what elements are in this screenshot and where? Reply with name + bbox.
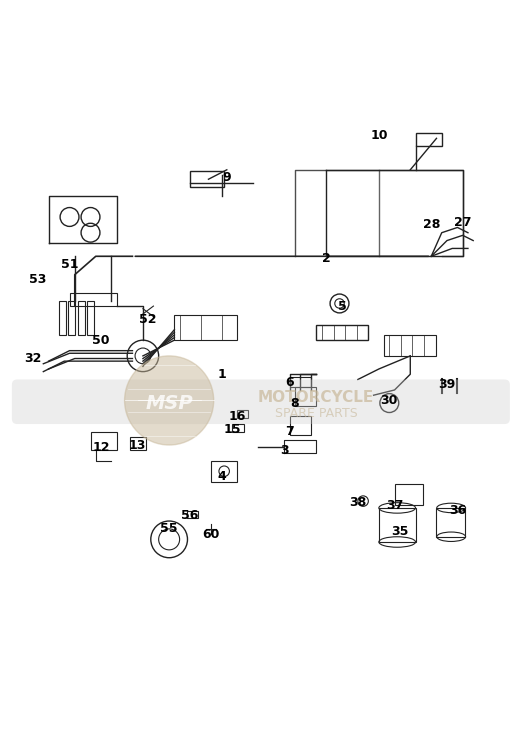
Bar xyxy=(91,432,116,450)
Bar xyxy=(379,508,415,542)
Bar xyxy=(232,424,243,432)
Text: MSP: MSP xyxy=(145,393,193,413)
Bar xyxy=(188,511,198,518)
Text: 1: 1 xyxy=(217,368,226,381)
Bar xyxy=(130,437,145,450)
Text: 39: 39 xyxy=(438,379,456,391)
Text: 28: 28 xyxy=(423,218,440,231)
Text: MOTORCYCLE: MOTORCYCLE xyxy=(258,390,374,405)
Bar xyxy=(78,301,85,335)
Text: 12: 12 xyxy=(92,441,110,454)
FancyBboxPatch shape xyxy=(12,379,510,424)
Text: 53: 53 xyxy=(30,273,47,286)
Text: 51: 51 xyxy=(61,258,79,271)
Text: 30: 30 xyxy=(380,394,398,407)
Bar xyxy=(211,461,237,482)
Bar xyxy=(384,335,436,356)
Text: 36: 36 xyxy=(449,504,466,517)
Text: 3: 3 xyxy=(280,444,289,457)
Bar xyxy=(316,325,368,340)
Bar xyxy=(87,301,94,335)
Text: 8: 8 xyxy=(291,396,299,410)
Text: 35: 35 xyxy=(391,525,408,538)
Text: 38: 38 xyxy=(349,496,366,509)
Text: SPARE PARTS: SPARE PARTS xyxy=(275,407,357,420)
Bar xyxy=(436,508,465,537)
Text: 10: 10 xyxy=(370,129,387,142)
Text: 15: 15 xyxy=(223,423,241,435)
Text: 13: 13 xyxy=(129,438,147,452)
Text: 55: 55 xyxy=(160,523,178,535)
Bar xyxy=(415,133,442,146)
Bar xyxy=(295,387,316,406)
Text: 6: 6 xyxy=(286,376,294,389)
Bar xyxy=(69,301,75,335)
Text: 37: 37 xyxy=(386,499,403,511)
Bar xyxy=(290,377,311,387)
Circle shape xyxy=(124,356,214,445)
Bar xyxy=(290,416,311,435)
Text: 50: 50 xyxy=(92,334,110,347)
Text: 16: 16 xyxy=(229,410,246,423)
Text: 9: 9 xyxy=(222,171,231,184)
Text: 60: 60 xyxy=(202,528,220,541)
Bar xyxy=(190,171,224,187)
Text: 27: 27 xyxy=(454,215,472,229)
Text: 52: 52 xyxy=(140,313,157,325)
Text: 7: 7 xyxy=(285,425,294,438)
Bar xyxy=(395,484,423,506)
Text: 32: 32 xyxy=(24,352,42,365)
Bar xyxy=(237,410,248,418)
Text: 4: 4 xyxy=(217,470,226,483)
Bar xyxy=(59,301,66,335)
Text: 2: 2 xyxy=(322,252,331,266)
Text: 56: 56 xyxy=(181,509,199,523)
Bar xyxy=(174,315,237,340)
Text: 5: 5 xyxy=(338,300,347,313)
Bar xyxy=(70,293,116,306)
